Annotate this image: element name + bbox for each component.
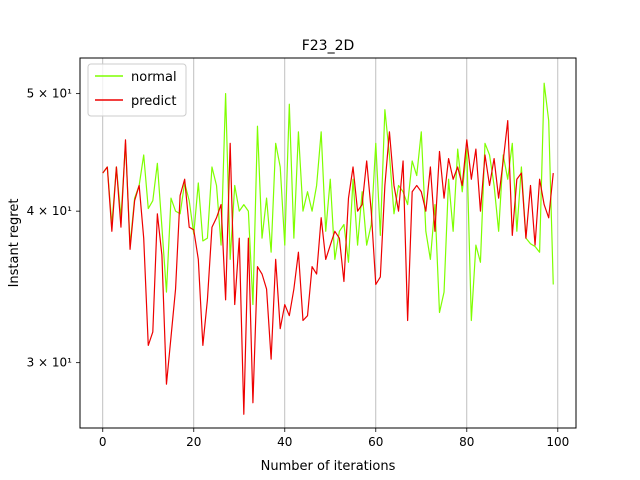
x-axis: 0 20 40 60 80 100	[99, 428, 569, 449]
y-tick-label: 4 × 10¹	[27, 204, 73, 218]
x-axis-label: Number of iterations	[261, 459, 396, 474]
legend: normal predict	[87, 63, 187, 117]
legend-label-normal: normal	[131, 70, 177, 85]
x-tick-label: 0	[99, 435, 107, 449]
x-tick-label: 20	[186, 435, 201, 449]
plot-frame	[79, 57, 577, 429]
chart-title: F23_2D	[302, 38, 355, 54]
series-lines	[102, 82, 554, 415]
y-tick-label: 3 × 10¹	[27, 356, 73, 370]
x-tick-label: 60	[368, 435, 383, 449]
series-line-normal	[102, 82, 554, 322]
x-tick-label: 80	[459, 435, 474, 449]
x-tick-label: 40	[277, 435, 292, 449]
legend-box	[87, 63, 187, 117]
y-axis-label: Instant regret	[7, 199, 22, 288]
legend-label-predict: predict	[131, 94, 176, 109]
y-axis: 3 × 10¹ 4 × 10¹ 5 × 10¹	[27, 87, 80, 370]
y-tick-label: 5 × 10¹	[27, 87, 73, 101]
series-line-predict	[102, 120, 554, 415]
x-tick-label: 100	[546, 435, 569, 449]
